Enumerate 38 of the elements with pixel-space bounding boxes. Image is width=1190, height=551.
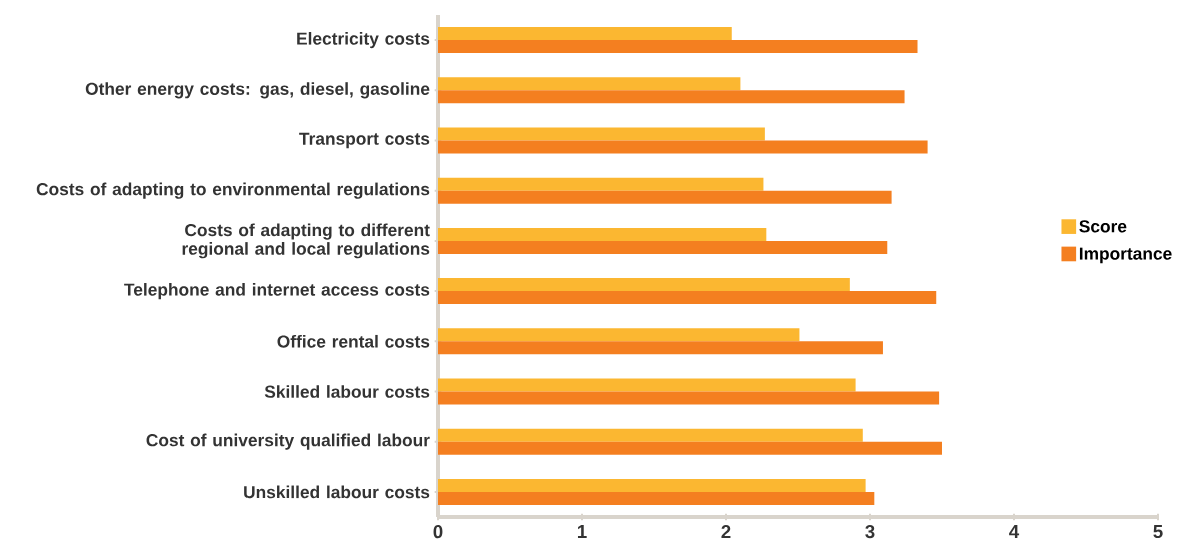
bar [438, 428, 863, 442]
bar [438, 27, 732, 41]
bar [438, 77, 741, 91]
bar [438, 240, 888, 254]
bar [438, 90, 905, 104]
y-tick-label: Office rental costs [277, 334, 430, 348]
bar [438, 127, 765, 141]
x-tick-label: 3 [865, 525, 875, 539]
bar [438, 378, 856, 392]
x-tick-label: 1 [577, 525, 587, 538]
x-tick-label: 2 [721, 525, 731, 539]
y-tick-label: Skilled labour costs [264, 385, 430, 398]
bar [438, 441, 942, 455]
bar [438, 140, 928, 154]
y-tick-label: Electricity costs [297, 32, 430, 49]
bar [438, 341, 883, 355]
y-tick-label: Unskilled labour costs [244, 485, 430, 499]
legend-label: Importance [1079, 247, 1172, 264]
y-tick-label: Transport costs [299, 132, 430, 149]
bar [438, 391, 940, 405]
x-tick-label: 0 [433, 525, 443, 539]
y-tick-label: Cost of university qualified labour [146, 433, 430, 450]
bar [438, 478, 866, 492]
y-tick-label: Telephone and internet access costs [124, 283, 430, 300]
legend-label: Score [1079, 220, 1127, 233]
x-tick-label: 4 [1009, 525, 1020, 538]
bar [438, 190, 892, 204]
bar [438, 278, 850, 292]
bar [438, 291, 937, 305]
bar [438, 328, 800, 342]
bar [438, 177, 764, 191]
y-tick-label: Costs of adapting to different regional and local regulations [182, 223, 430, 259]
x-tick-label: 5 [1153, 525, 1163, 539]
bar [438, 491, 875, 505]
bar [438, 40, 918, 54]
y-tick-label: Costs of adapting to environmental regulations [36, 182, 430, 199]
y-tick-label: Other energy costs: gas, diesel, gasoline [85, 82, 430, 99]
bar [438, 227, 767, 241]
